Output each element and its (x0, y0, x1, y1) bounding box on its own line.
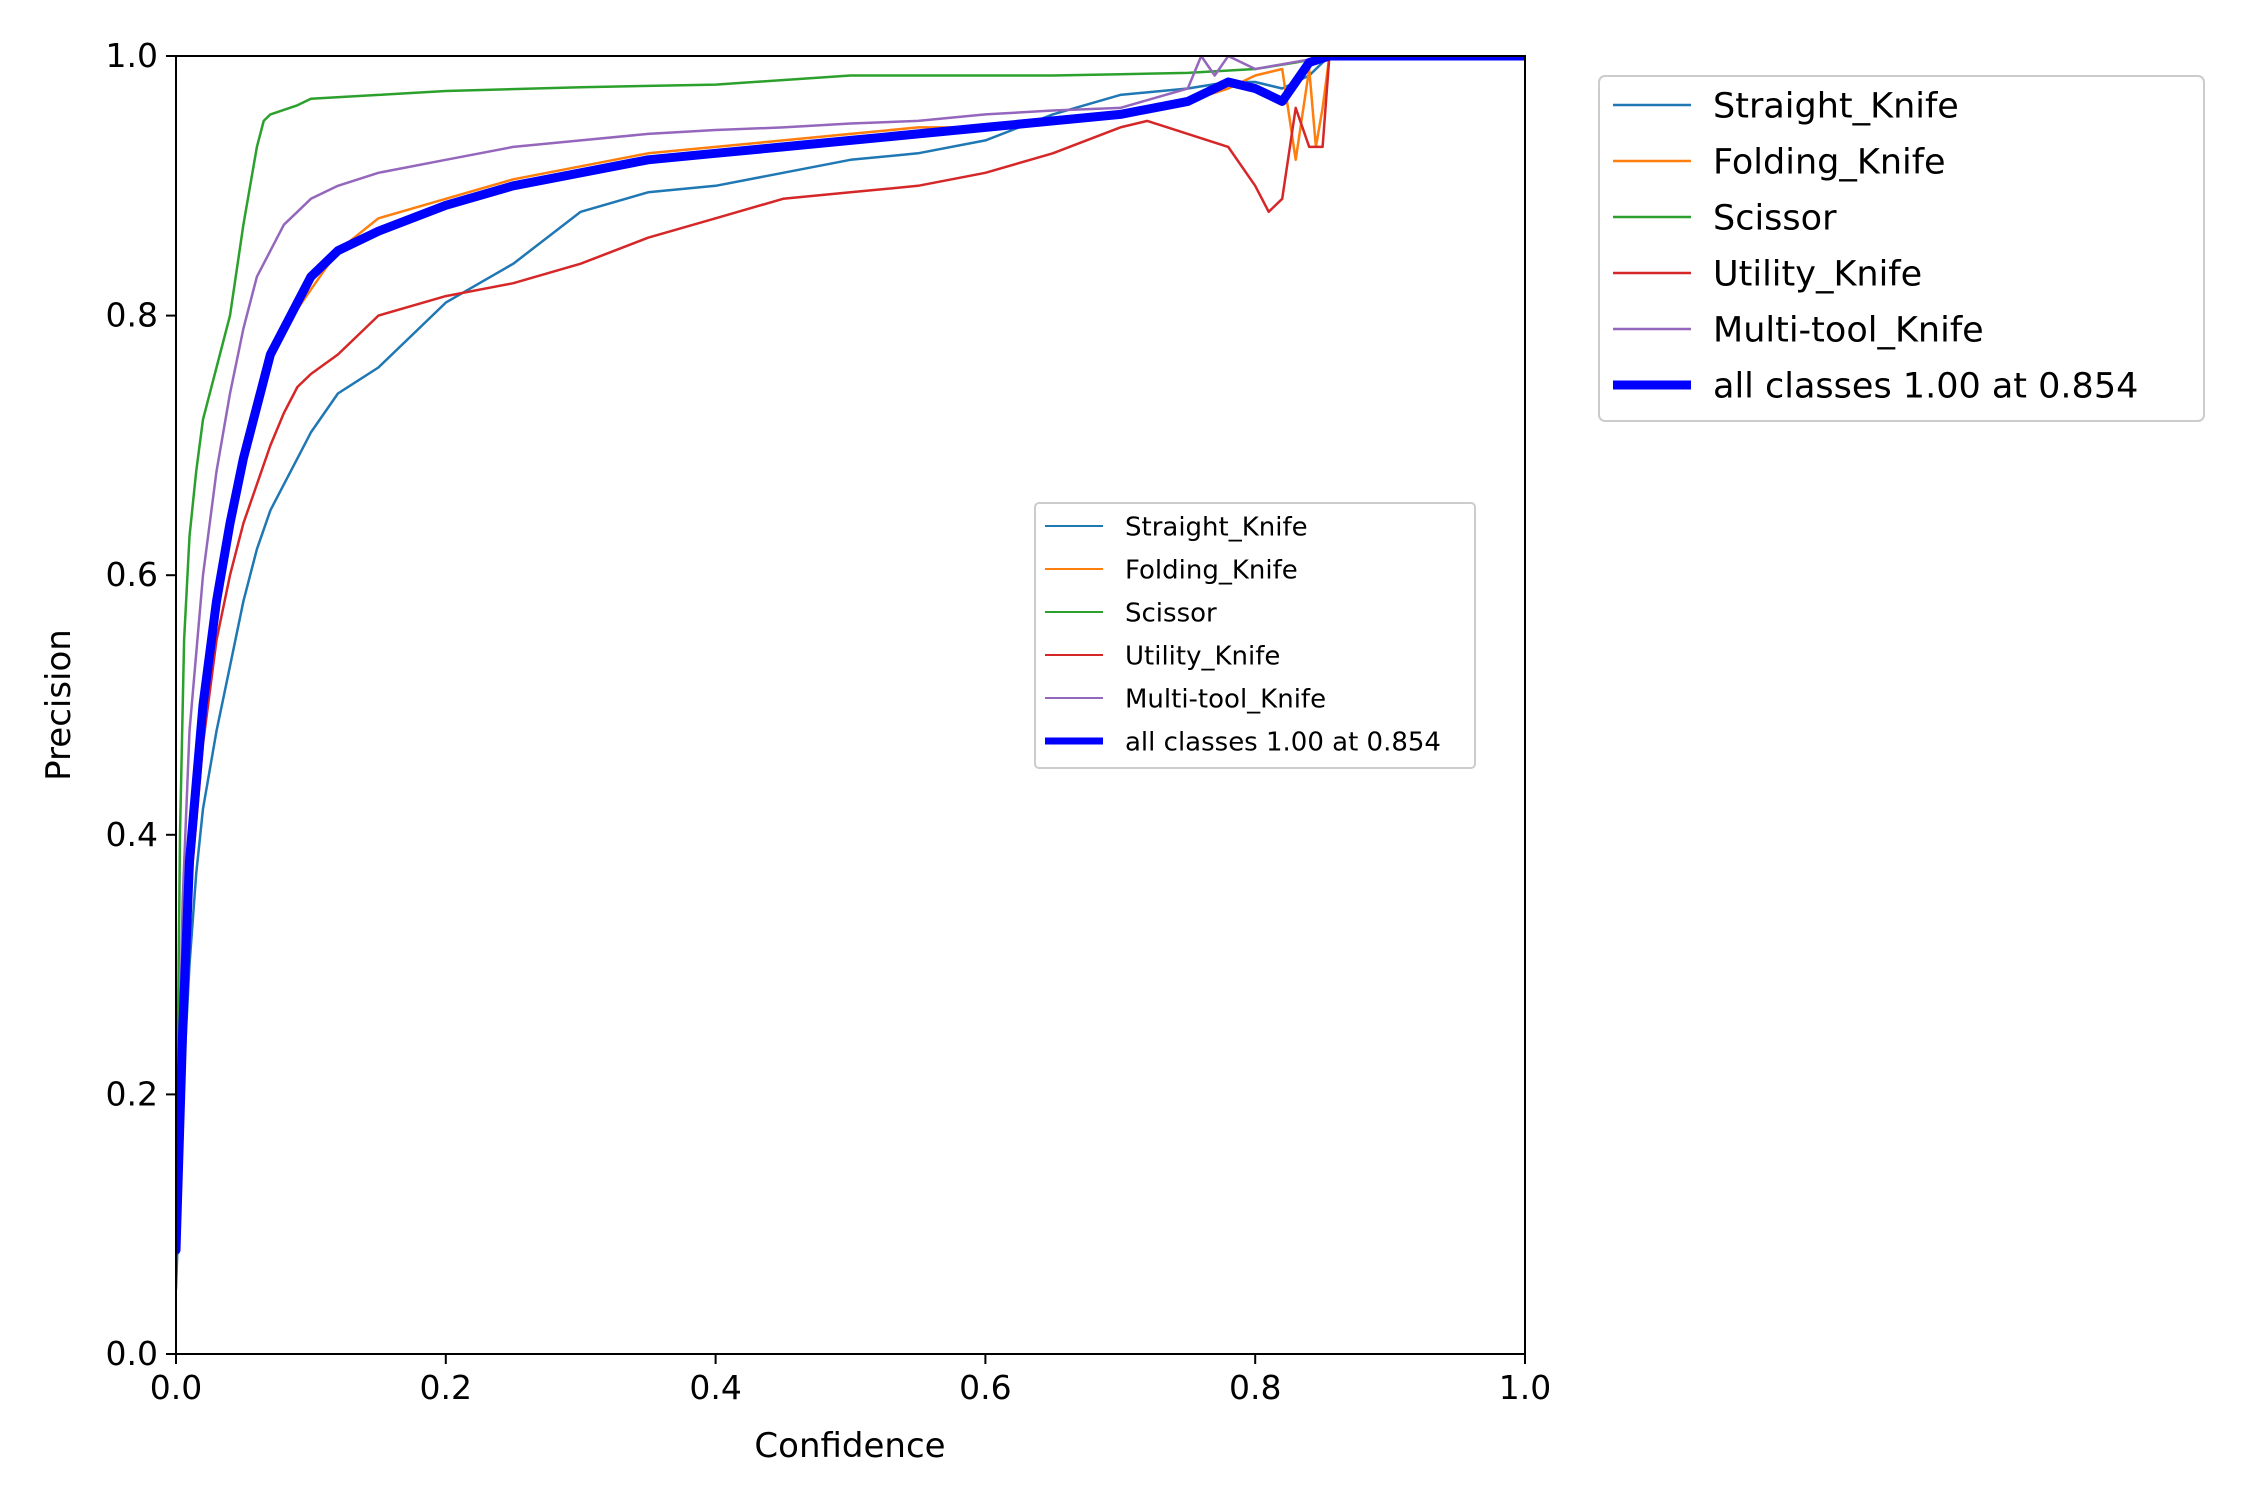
y-tick-label: 0.6 (106, 555, 158, 594)
main-legend-label: all classes 1.00 at 0.854 (1713, 367, 2138, 407)
main-legend-items: Straight_Knife Folding_Knife Scissor Utilit… (1613, 87, 2138, 407)
x-tick-label: 1.0 (1499, 1368, 1551, 1407)
series-layer (176, 56, 1525, 1291)
main-legend-label: Folding_Knife (1713, 143, 1946, 183)
y-tick-label: 0.2 (106, 1074, 158, 1113)
inset-legend-label: Straight_Knife (1125, 512, 1308, 542)
main-legend-label: Scissor (1713, 199, 1837, 239)
series-line-3 (176, 56, 1525, 1278)
x-tick-label: 0.6 (959, 1368, 1011, 1407)
main-legend-label: Straight_Knife (1713, 87, 1959, 127)
inset-legend-items: Straight_Knife Folding_Knife Scissor Utilit… (1045, 512, 1441, 757)
plot-frame (175, 55, 1526, 1355)
inset-legend: Straight_Knife Folding_Knife Scissor Utilit… (1034, 502, 1476, 769)
y-tick-label: 0.0 (106, 1334, 158, 1373)
x-tick-label: 0.0 (150, 1368, 202, 1407)
main-legend-box (1598, 75, 2205, 422)
y-tick-label: 1.0 (106, 36, 158, 75)
x-axis-label: Confidence (754, 1426, 945, 1466)
inset-legend-box (1034, 502, 1476, 769)
inset-legend-label: Folding_Knife (1125, 555, 1298, 585)
series-line-5 (176, 56, 1525, 1255)
inset-legend-label: Scissor (1125, 598, 1217, 628)
x-tick-label: 0.2 (420, 1368, 472, 1407)
main-legend-label: Utility_Knife (1713, 255, 1922, 295)
series-line-4 (176, 56, 1525, 1226)
series-line-2 (176, 56, 1525, 1226)
y-tick-label: 0.8 (106, 296, 158, 335)
x-tick-label: 0.8 (1229, 1368, 1281, 1407)
y-axis-ticks: 0.0 0.2 0.4 0.6 0.8 1.0 (106, 36, 176, 1373)
inset-legend-label: all classes 1.00 at 0.854 (1125, 727, 1441, 757)
y-axis-label: Precision (39, 629, 79, 781)
y-tick-label: 0.4 (106, 815, 158, 854)
series-line-0 (176, 56, 1525, 1291)
inset-legend-label: Utility_Knife (1125, 641, 1280, 671)
inset-legend-label: Multi-tool_Knife (1125, 684, 1326, 714)
main-legend: Straight_Knife Folding_Knife Scissor Utilit… (1598, 75, 2205, 422)
x-tick-label: 0.4 (689, 1368, 741, 1407)
x-axis-ticks: 0.0 0.2 0.4 0.6 0.8 1.0 (150, 1354, 1551, 1407)
main-legend-label: Multi-tool_Knife (1713, 311, 1984, 351)
